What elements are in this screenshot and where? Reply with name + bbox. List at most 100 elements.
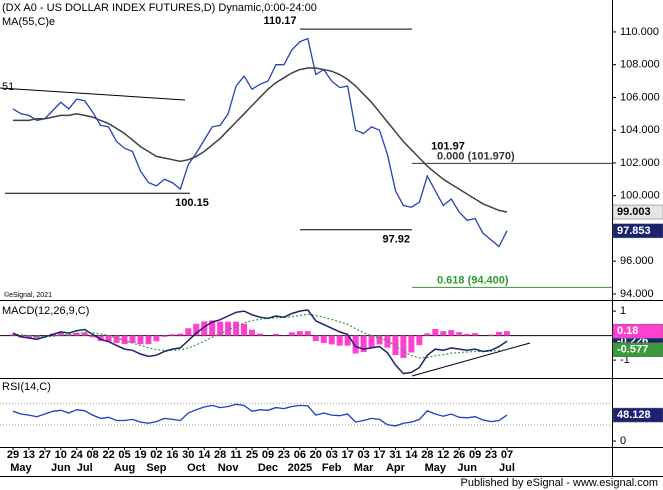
macd-line [12, 309, 508, 375]
x-tick-label: 25 [246, 449, 258, 461]
histogram-bar [177, 333, 184, 336]
histogram-bar [25, 335, 32, 339]
legend-entry: MA(55,C)e [2, 16, 55, 28]
histogram-bar [304, 331, 311, 336]
price-tag-label: 97.853 [617, 225, 651, 237]
histogram-bar [217, 321, 224, 336]
month-label: Mar [354, 462, 374, 474]
month-label: Jul [77, 462, 93, 474]
month-label: May [10, 462, 32, 474]
x-tick-label: 20 [310, 449, 322, 461]
x-tick-label: 07 [501, 449, 513, 461]
y-tick-label: 104.000 [620, 124, 660, 136]
month-label: Jun [457, 462, 477, 474]
legend-entry: MACD(12,26,9,C) [2, 305, 89, 317]
footer: Published by eSignal - www.esignal.com [461, 477, 659, 489]
histogram-bar [296, 331, 303, 336]
y-tick-label: 102.000 [620, 157, 660, 169]
y-tick-label: 108.000 [620, 59, 660, 71]
x-tick-label: 22 [102, 449, 114, 461]
histogram-bar [272, 333, 279, 336]
price-tag-label: 0.18 [617, 325, 638, 337]
histogram-bar [161, 335, 168, 337]
month-label: Oct [187, 462, 206, 474]
x-tick-label: 13 [23, 449, 35, 461]
x-tick-label: 10 [55, 449, 67, 461]
trendline [0, 87, 186, 101]
x-tick-label: 17 [373, 449, 385, 461]
x-tick-label: 24 [71, 449, 84, 461]
y-tick-label: 0 [620, 435, 626, 447]
histogram-bar [368, 335, 375, 348]
histogram-bar [448, 330, 455, 336]
x-tick-label: 14 [405, 449, 418, 461]
month-label: 2025 [288, 462, 312, 474]
histogram-bar [496, 331, 503, 336]
histogram-bar [97, 335, 104, 341]
x-tick-label: 26 [453, 449, 465, 461]
price-tag [612, 407, 663, 423]
histogram-bar [424, 333, 431, 336]
histogram-bar [288, 332, 295, 336]
histogram-bar [81, 332, 88, 336]
x-tick-label: 28 [214, 449, 226, 461]
histogram-bar [185, 328, 192, 336]
series-line [12, 403, 508, 427]
price-tag [612, 204, 663, 220]
histogram-bar [328, 335, 335, 345]
x-tick-label: 08 [87, 449, 99, 461]
level-label: 110.17 [263, 15, 296, 27]
level-label: 97.92 [382, 234, 410, 246]
histogram-bar [233, 321, 240, 336]
month-label: Sep [146, 462, 166, 474]
x-tick-label: 06 [294, 449, 306, 461]
month-label: May [425, 462, 447, 474]
x-tick-label: 23 [485, 449, 497, 461]
x-tick-label: 16 [166, 449, 178, 461]
x-tick-label: 19 [134, 449, 146, 461]
histogram-bar [209, 320, 216, 336]
month-label: Jul [499, 462, 515, 474]
histogram-bar [129, 335, 136, 343]
y-tick-label: 94.000 [620, 288, 654, 300]
x-tick-label: 14 [198, 449, 211, 461]
x-tick-label: 09 [469, 449, 481, 461]
trendline [411, 342, 531, 377]
histogram-bar [432, 328, 439, 336]
x-tick-label: 12 [437, 449, 449, 461]
histogram-bar [249, 329, 256, 336]
histogram-bar [440, 331, 447, 336]
histogram-bar [408, 335, 415, 353]
histogram-bar [400, 335, 407, 358]
cut-label: 51 [2, 81, 14, 93]
month-label: Feb [322, 462, 342, 474]
histogram-bar [456, 332, 463, 336]
histogram-bar [89, 335, 96, 338]
histogram-bar [137, 335, 144, 345]
histogram-bar [384, 335, 391, 348]
price-tag [612, 323, 663, 339]
histogram-bar [504, 331, 510, 336]
fib-label: 0.000 (101.970) [437, 150, 515, 162]
y-tick-label: 1 [620, 305, 626, 317]
legend-entry: RSI(14,C) [2, 381, 51, 393]
x-tick-label: 30 [182, 449, 194, 461]
month-label: Jun [51, 462, 71, 474]
histogram-bar [416, 335, 423, 346]
histogram-bar [169, 334, 176, 336]
histogram-bar [312, 335, 319, 341]
histogram-bar [376, 335, 383, 345]
histogram-bar [336, 335, 343, 346]
histogram-bar [201, 321, 208, 336]
month-label: Dec [258, 462, 278, 474]
level-label: 100.15 [175, 197, 209, 209]
histogram-bar [193, 323, 200, 336]
series-line [13, 67, 508, 213]
histogram-bar [57, 332, 64, 336]
series-line [12, 37, 508, 248]
x-tick-label: 23 [278, 449, 290, 461]
histogram-bar [488, 334, 495, 336]
price-tag [612, 342, 663, 357]
x-tick-label: 09 [262, 449, 274, 461]
